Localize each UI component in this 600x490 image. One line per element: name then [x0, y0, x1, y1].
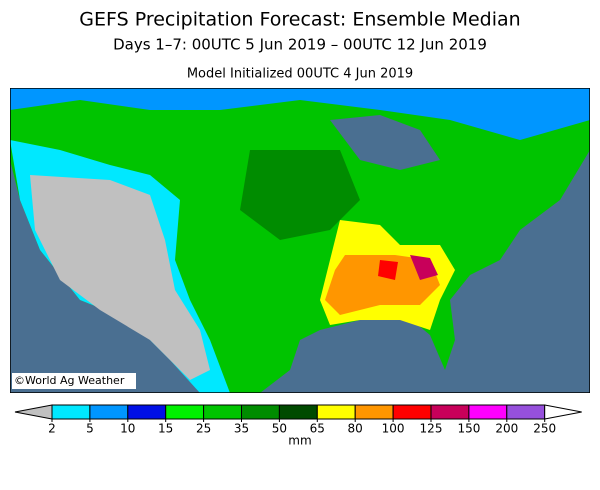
colorbar-box: [354, 404, 394, 420]
colorbar-low: [14, 404, 53, 420]
colorbar: 2 5 10 15 25 35 50 65 80 100 125 150 200 250: [14, 404, 582, 436]
tick-label: 50: [272, 422, 287, 436]
tick-label: 125: [420, 422, 443, 436]
tick-label: 65: [310, 422, 325, 436]
unit-label: mm: [288, 434, 311, 448]
credit-bg: [12, 373, 136, 389]
north-blue: [10, 88, 590, 140]
colorbar-box: [468, 404, 508, 420]
subtitle: Days 1–7: 00UTC 5 Jun 2019 – 00UTC 12 Ju…: [113, 36, 487, 54]
colorbar-box: [430, 404, 470, 420]
credit: ©World Ag Weather: [14, 374, 125, 387]
colorbar-box: [506, 404, 546, 420]
tick-label: 35: [234, 422, 249, 436]
colorbar-box: [316, 404, 356, 420]
south-orange: [325, 255, 440, 315]
colorbar-box: [278, 404, 318, 420]
colorbar-box: [127, 404, 167, 420]
tick-label: 5: [86, 422, 94, 436]
colorbar-box: [392, 404, 432, 420]
colorbar-box: [203, 404, 243, 420]
colorbar-box: [241, 404, 280, 420]
tick-label: 15: [158, 422, 173, 436]
plains-wet: [240, 150, 360, 240]
south-red: [378, 260, 398, 280]
tick-label: 2: [48, 422, 56, 436]
colorbar-box: [89, 404, 129, 420]
tick-label: 100: [382, 422, 405, 436]
south-max: [410, 255, 438, 280]
great-lakes: [330, 115, 440, 170]
tick-label: 200: [495, 422, 518, 436]
tick-label: 250: [533, 422, 556, 436]
colorbar-box: [165, 404, 205, 420]
colorbar-high: [544, 404, 582, 420]
tick-label: 25: [196, 422, 211, 436]
colorbar-box: [51, 404, 91, 420]
tick-label: 150: [457, 422, 480, 436]
init-time: Model Initialized 00UTC 4 Jun 2019: [187, 67, 413, 82]
west-dry: [30, 175, 210, 380]
tick-label: 80: [348, 422, 363, 436]
tick-label: 10: [120, 422, 135, 436]
map: ©World Ag Weather: [10, 88, 590, 393]
title: GEFS Precipitation Forecast: Ensemble Me…: [79, 9, 520, 31]
